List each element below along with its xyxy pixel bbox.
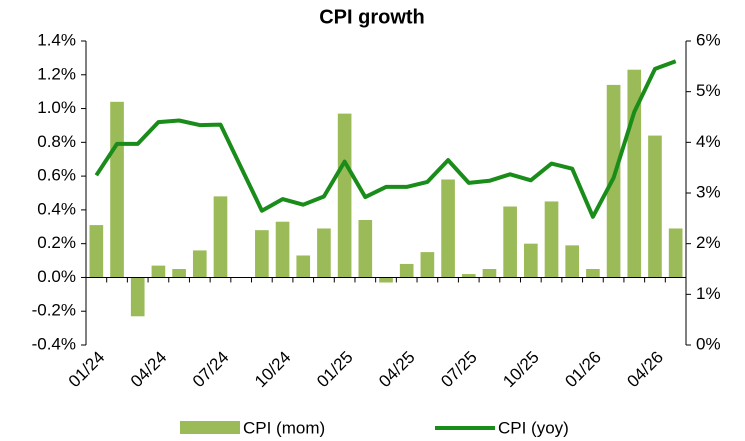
bar <box>151 265 166 278</box>
y2-tick-label: 1% <box>696 284 721 303</box>
bar <box>668 228 683 278</box>
bar <box>255 230 269 278</box>
bar <box>648 135 662 278</box>
bar <box>296 255 311 278</box>
bar <box>379 277 393 283</box>
bar <box>565 245 580 278</box>
y2-tick-label: 4% <box>696 132 721 151</box>
y-tick-label: -0.4% <box>32 334 76 353</box>
bar <box>544 201 559 278</box>
legend-label: CPI (mom) <box>243 418 325 437</box>
bar <box>586 269 600 278</box>
bar <box>172 269 186 278</box>
bar <box>420 252 435 278</box>
bar <box>524 243 538 278</box>
x-tick-label: 01/25 <box>313 348 357 392</box>
y-tick-label: 0.4% <box>37 199 76 218</box>
x-tick-label: 07/24 <box>189 348 233 392</box>
x-tick-label: 04/24 <box>127 348 171 392</box>
y2-tick-label: 6% <box>696 30 721 49</box>
y-tick-label: 1.4% <box>37 30 76 49</box>
bar <box>213 196 228 278</box>
legend-swatch <box>180 421 240 434</box>
x-tick-label: 01/26 <box>561 348 605 392</box>
y-tick-label: 0.8% <box>37 132 76 151</box>
y-tick-label: 1.0% <box>37 98 76 117</box>
x-tick-label: 01/24 <box>65 348 109 392</box>
y-tick-label: 0.0% <box>37 267 76 286</box>
x-tick-label: 07/25 <box>437 348 481 392</box>
bar <box>317 228 331 278</box>
bar <box>358 220 373 278</box>
y2-tick-label: 3% <box>696 182 721 201</box>
legend-label: CPI (yoy) <box>498 418 569 437</box>
y-tick-label: -0.2% <box>32 301 76 320</box>
bar <box>130 277 145 317</box>
bar <box>89 225 104 278</box>
bar <box>192 250 207 278</box>
y-tick-label: 0.2% <box>37 233 76 252</box>
bar <box>461 274 476 278</box>
bar <box>399 263 414 278</box>
y-tick-label: 1.2% <box>37 64 76 83</box>
bar <box>275 221 290 278</box>
line <box>94 59 677 219</box>
bar <box>503 206 517 278</box>
bar <box>441 179 455 278</box>
y2-tick-label: 0% <box>696 334 721 353</box>
bar <box>337 113 352 278</box>
y2-tick-label: 5% <box>696 81 721 100</box>
x-tick-label: 04/26 <box>623 348 667 392</box>
x-tick-label: 10/24 <box>251 348 295 392</box>
y2-tick-label: 2% <box>696 233 721 252</box>
y-tick-label: 0.6% <box>37 166 76 185</box>
chart-title: CPI growth <box>319 6 425 28</box>
x-tick-label: 10/25 <box>499 348 543 392</box>
bar <box>482 269 497 278</box>
x-tick-label: 04/25 <box>375 348 419 392</box>
bar <box>110 101 124 278</box>
